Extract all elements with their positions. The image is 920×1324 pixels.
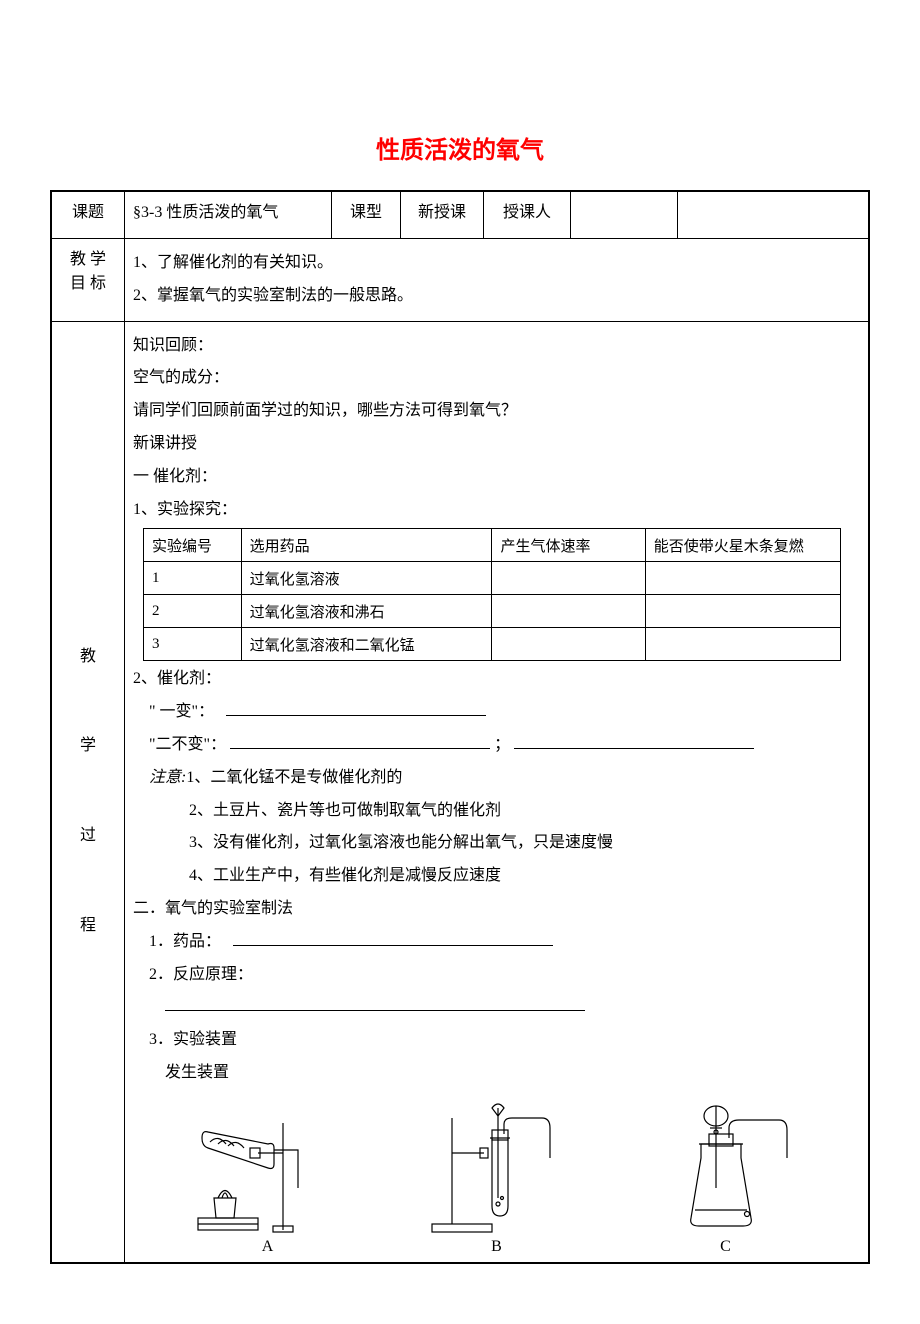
- objective-item: 1、了解催化剂的有关知识。: [133, 249, 860, 278]
- apparatus-b: B: [382, 1098, 611, 1256]
- review-line: 请同学们回顾前面学过的知识，哪些方法可得到氧气？: [133, 397, 860, 426]
- catalyst-change-2: "二不变"： ；: [133, 731, 860, 760]
- experiment-table: 实验编号 选用药品 产生气体速率 能否使带火星木条复燃 1 过氧化氢溶液 2 过…: [143, 528, 841, 661]
- topic-value: §3-3 性质活泼的氧气: [125, 191, 332, 239]
- notes: 注意:1、二氧化锰不是专做催化剂的: [133, 764, 860, 793]
- diagram-label: C: [611, 1238, 840, 1256]
- blank-line: [226, 699, 486, 716]
- table-row: 1 过氧化氢溶液: [144, 562, 841, 595]
- objective-item: 2、掌握氧气的实验室制法的一般思路。: [133, 282, 860, 311]
- table-header-row: 实验编号 选用药品 产生气体速率 能否使带火星木条复燃: [144, 529, 841, 562]
- process-content: 知识回顾： 空气的成分： 请同学们回顾前面学过的知识，哪些方法可得到氧气？ 新课…: [125, 321, 870, 1263]
- th: 产生气体速率: [492, 529, 645, 562]
- lesson-plan-table: 课题 §3-3 性质活泼的氧气 课型 新授课 授课人 教 学 目 标 1、了解催…: [50, 190, 870, 1264]
- lab-item: 1．药品：: [133, 928, 860, 957]
- type-value: 新授课: [401, 191, 484, 239]
- diagram-label: A: [153, 1238, 382, 1256]
- subsection: 1、实验探究：: [133, 496, 860, 525]
- lab-subitem: 发生装置: [133, 1059, 860, 1088]
- note-item: 2、土豆片、瓷片等也可做制取氧气的催化剂: [133, 797, 860, 826]
- apparatus-a-icon: [188, 1098, 348, 1238]
- section-heading: 一 催化剂：: [133, 463, 860, 492]
- topic-label: 课题: [51, 191, 125, 239]
- catalyst-change-1: " 一变"：: [133, 698, 860, 727]
- review-line: 空气的成分：: [133, 364, 860, 393]
- blank-line: [230, 732, 490, 749]
- teacher-value: [571, 191, 678, 239]
- diagram-label: B: [382, 1238, 611, 1256]
- th: 实验编号: [144, 529, 242, 562]
- lab-item: 3．实验装置: [133, 1026, 860, 1055]
- process-label: 教 学 过 程: [51, 321, 125, 1263]
- apparatus-a: A: [153, 1098, 382, 1256]
- apparatus-c-icon: [651, 1098, 801, 1238]
- new-heading: 新课讲授: [133, 430, 860, 459]
- note-item: 3、没有催化剂，过氧化氢溶液也能分解出氧气，只是速度慢: [133, 829, 860, 858]
- th: 能否使带火星木条复燃: [645, 529, 840, 562]
- objectives-label: 教 学 目 标: [51, 239, 125, 322]
- blank-line: [514, 732, 754, 749]
- review-heading: 知识回顾：: [133, 332, 860, 361]
- page-title: 性质活泼的氧气: [50, 130, 870, 165]
- apparatus-diagrams: A: [153, 1098, 840, 1256]
- note-item: 4、工业生产中，有些催化剂是减慢反应速度: [133, 862, 860, 891]
- blank-underline: [133, 993, 860, 1022]
- lab-item: 2．反应原理：: [133, 961, 860, 990]
- blank-line: [233, 929, 553, 946]
- th: 选用药品: [241, 529, 492, 562]
- section-heading: 二．氧气的实验室制法: [133, 895, 860, 924]
- objectives-content: 1、了解催化剂的有关知识。 2、掌握氧气的实验室制法的一般思路。: [125, 239, 870, 322]
- subsection: 2、催化剂：: [133, 665, 860, 694]
- extra-cell: [678, 191, 870, 239]
- teacher-label: 授课人: [484, 191, 571, 239]
- apparatus-b-icon: [422, 1098, 572, 1238]
- apparatus-c: C: [611, 1098, 840, 1256]
- table-row: 2 过氧化氢溶液和沸石: [144, 595, 841, 628]
- type-label: 课型: [332, 191, 401, 239]
- table-row: 3 过氧化氢溶液和二氧化锰: [144, 628, 841, 661]
